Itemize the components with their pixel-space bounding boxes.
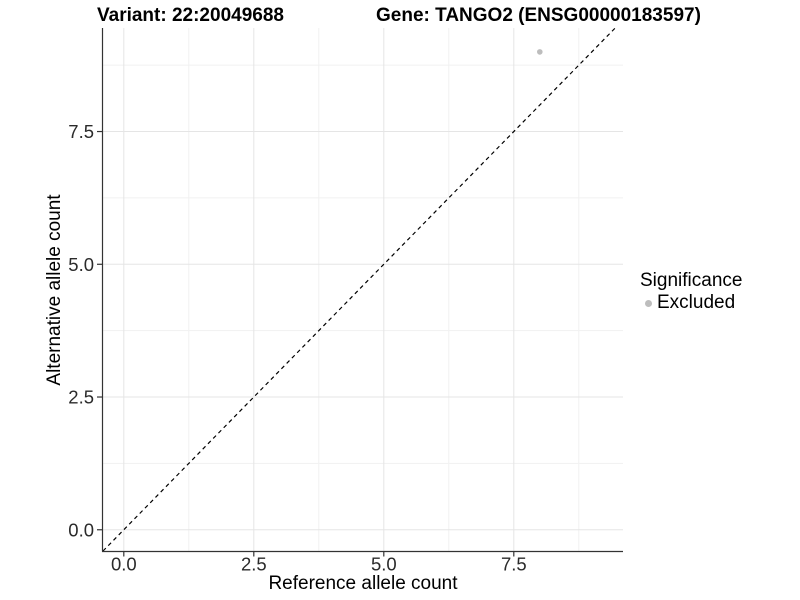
x-tick-label: 7.5	[501, 554, 527, 575]
x-tick-label: 5.0	[371, 554, 397, 575]
variant-title: Variant: 22:20049688	[97, 5, 284, 26]
excluded-point-icon	[645, 299, 652, 307]
legend-item-excluded: Excluded	[645, 292, 742, 314]
y-tick-label: 5.0	[68, 254, 94, 275]
y-tick-label: 2.5	[68, 387, 94, 408]
x-tick-label: 2.5	[241, 554, 267, 575]
x-tick-label: 0.0	[111, 554, 137, 575]
legend-item-label: Excluded	[657, 292, 736, 313]
y-tick-label: 7.5	[68, 121, 94, 142]
identity-line	[102, 27, 616, 552]
y-axis-title: Alternative allele count	[44, 194, 65, 386]
y-tick-label: 0.0	[68, 519, 94, 540]
legend-title: Significance	[640, 270, 743, 291]
data-point	[537, 49, 543, 55]
gene-title: Gene: TANGO2 (ENSG00000183597)	[376, 5, 701, 26]
legend: Significance Excluded	[640, 270, 742, 314]
x-axis-title: Reference allele count	[268, 573, 458, 594]
